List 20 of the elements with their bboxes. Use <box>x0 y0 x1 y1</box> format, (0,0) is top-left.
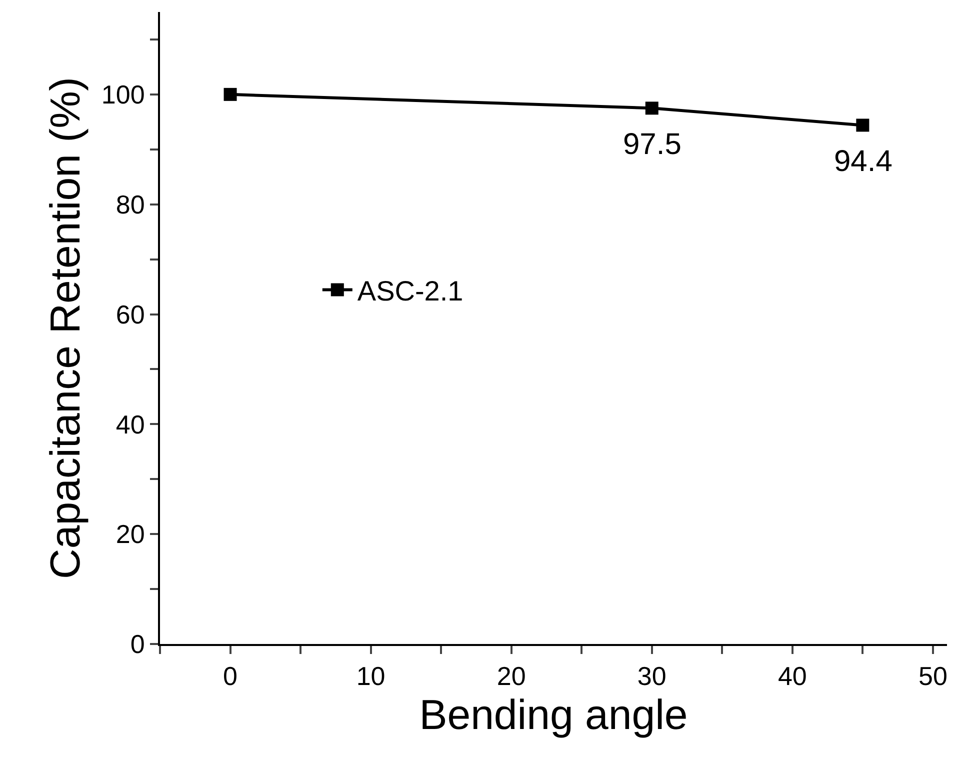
y-tick-label: 40 <box>116 409 145 440</box>
point <box>856 118 870 132</box>
x-tick-label: 0 <box>223 661 238 692</box>
y-tick-label: 0 <box>130 629 145 660</box>
y-tick-label: 60 <box>116 299 145 330</box>
x-tick-label: 30 <box>637 661 666 692</box>
y-tick-label: 100 <box>101 80 145 110</box>
x-tick-label: 10 <box>356 661 386 692</box>
point <box>645 102 658 115</box>
point <box>224 88 237 101</box>
y-axis-title: Capacitance Retention (%) <box>42 77 89 579</box>
x-tick-label: 50 <box>918 661 948 692</box>
x-tick-label: 40 <box>778 661 807 692</box>
x-tick-label: 20 <box>496 661 526 692</box>
y-tick-label: 20 <box>116 519 145 550</box>
x-axis-title: Bending angle <box>419 691 688 738</box>
y-tick-label: 80 <box>116 189 145 220</box>
data-label: 94.4 <box>834 145 892 178</box>
legend-label: ASC-2.1 <box>357 276 464 307</box>
data-label: 97.5 <box>623 128 682 161</box>
